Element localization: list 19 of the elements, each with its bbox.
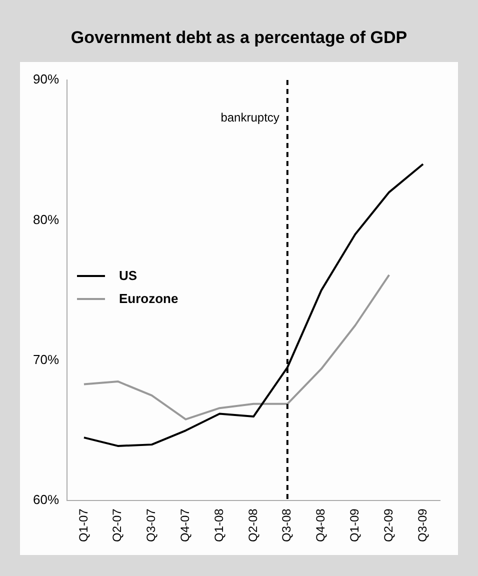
x-tick-label: Q4-07 — [178, 508, 192, 542]
x-tick-label: Q3-09 — [415, 508, 430, 542]
legend-label: Eurozone — [119, 291, 178, 306]
x-tick-label: Q2-07 — [110, 508, 124, 542]
ref-line-label: bankruptcy — [220, 110, 280, 124]
x-tick-label: Q2-08 — [246, 508, 260, 542]
x-tick-label: Q1-08 — [212, 508, 226, 542]
x-tick-label: Q1-09 — [348, 508, 362, 542]
x-tick-label: Q3-08 — [280, 508, 294, 542]
legend-label: US — [119, 268, 138, 283]
x-tick-label: Q2-09 — [381, 508, 396, 542]
x-tick-label: Q4-08 — [314, 508, 328, 542]
x-tick-label: Q1-07 — [76, 508, 90, 542]
y-tick-label: 70% — [32, 352, 60, 368]
chart-title: Government debt as a percentage of GDP — [70, 28, 408, 48]
y-tick-label: 80% — [32, 212, 60, 227]
y-tick-label: 90% — [32, 72, 60, 87]
x-tick-label: Q3-07 — [144, 508, 158, 542]
y-tick-label: 60% — [32, 492, 60, 508]
